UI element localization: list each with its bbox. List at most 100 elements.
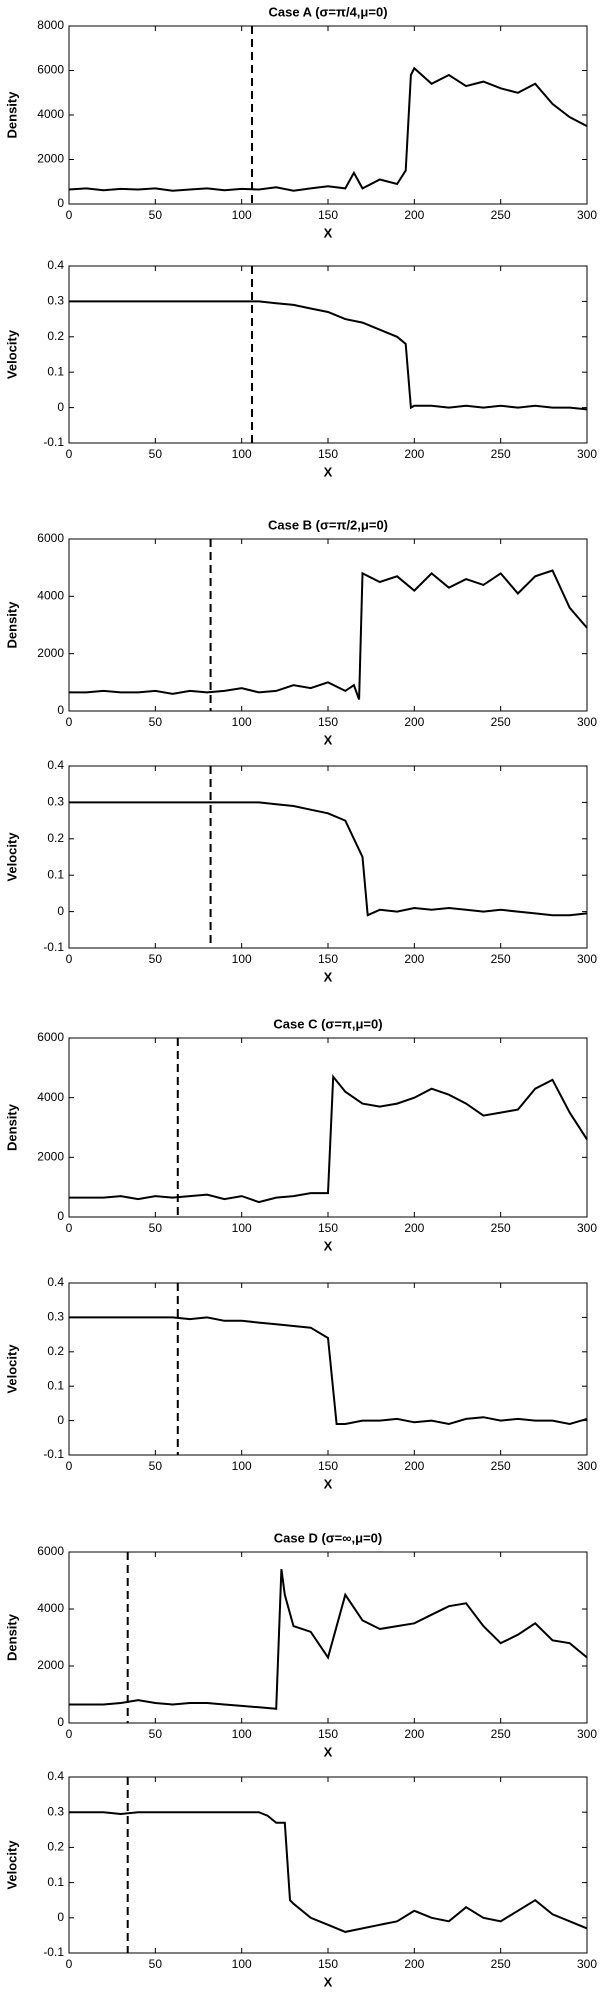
chart-title: Case B (σ=π/2,μ=0) — [268, 517, 388, 532]
y-tick-label: 0.3 — [47, 795, 64, 809]
y-axis-label: Density — [4, 91, 19, 139]
x-tick-label: 150 — [318, 1221, 338, 1235]
y-tick-label: 2000 — [37, 1658, 64, 1672]
x-tick-label: 50 — [149, 1957, 163, 1971]
x-tick-label: 200 — [404, 447, 424, 461]
y-tick-label: 0.1 — [47, 1875, 64, 1889]
x-tick-label: 200 — [404, 715, 424, 729]
y-tick-label: 0 — [57, 1910, 64, 1924]
x-tick-label: 300 — [577, 447, 597, 461]
chart-title: Case C (σ=π,μ=0) — [273, 1016, 382, 1031]
y-tick-label: 8000 — [37, 18, 64, 32]
axes-box — [68, 25, 588, 205]
data-line — [69, 300, 588, 411]
data-line — [69, 1811, 588, 1933]
x-tick-label: 200 — [404, 1459, 424, 1473]
y-tick-label: 0 — [57, 703, 64, 717]
data-line — [68, 66, 588, 192]
y-tick-label: 0.3 — [47, 294, 64, 308]
y-tick-label: 0.4 — [47, 1275, 64, 1289]
y-tick-label: 0 — [57, 1209, 64, 1223]
x-tick-label: 300 — [577, 208, 597, 222]
y-tick-label: 0.4 — [47, 258, 64, 272]
chart-title: Case D (σ=∞,μ=0) — [274, 1530, 383, 1545]
data-line — [69, 1074, 588, 1204]
x-tick-label: 0 — [66, 208, 73, 222]
axes-box — [68, 1776, 588, 1954]
y-axis-label: Velocity — [4, 1840, 19, 1890]
x-tick-label: 50 — [149, 208, 163, 222]
x-tick-label: 150 — [318, 952, 338, 966]
chart-title: Case A (σ=π/4,μ=0) — [268, 4, 387, 19]
x-tick-label: 250 — [491, 1459, 511, 1473]
x-tick-label: 250 — [491, 447, 511, 461]
y-tick-label: 4000 — [37, 107, 64, 121]
axes-box — [68, 1282, 588, 1456]
y-tick-label: 0.3 — [47, 1804, 64, 1818]
x-tick-label: 300 — [577, 1727, 597, 1741]
y-tick-label: 6000 — [37, 1030, 64, 1044]
x-tick-label: 0 — [66, 952, 73, 966]
y-tick-label: 0.2 — [47, 1840, 64, 1854]
y-tick-label: -0.1 — [43, 435, 64, 449]
y-tick-label: -0.1 — [43, 1447, 64, 1461]
y-axis-label: Velocity — [4, 329, 19, 379]
x-tick-label: 100 — [232, 1727, 252, 1741]
x-tick-label: 150 — [318, 715, 338, 729]
y-tick-label: 0.2 — [47, 1344, 64, 1358]
x-tick-label: 200 — [404, 1957, 424, 1971]
x-tick-label: 0 — [66, 1957, 73, 1971]
x-tick-label: 300 — [577, 1957, 597, 1971]
x-tick-label: 150 — [318, 208, 338, 222]
y-tick-label: -0.1 — [43, 1945, 64, 1959]
y-tick-label: 0.2 — [47, 831, 64, 845]
axes-box — [68, 1037, 588, 1218]
y-tick-label: 0.1 — [47, 364, 64, 378]
x-tick-label: 0 — [66, 1459, 73, 1473]
x-tick-label: 200 — [404, 1221, 424, 1235]
y-tick-label: 0.1 — [47, 867, 64, 881]
x-axis-label: X — [324, 969, 333, 984]
y-tick-label: 0.4 — [47, 758, 64, 772]
axes-box — [68, 1551, 588, 1724]
y-tick-label: 2000 — [37, 152, 64, 166]
x-tick-label: 300 — [577, 1459, 597, 1473]
data-line — [69, 801, 588, 917]
x-axis-label: X — [324, 464, 333, 479]
y-tick-label: 0 — [57, 1413, 64, 1427]
y-tick-label: 0.2 — [47, 329, 64, 343]
x-tick-label: 50 — [149, 1727, 163, 1741]
y-tick-label: 4000 — [37, 589, 64, 603]
x-tick-label: 0 — [66, 1727, 73, 1741]
x-axis-label: X — [324, 732, 333, 747]
x-tick-label: 100 — [232, 208, 252, 222]
y-axis-label: Density — [4, 1613, 19, 1661]
y-axis-label: Velocity — [4, 832, 19, 882]
y-tick-label: 6000 — [37, 1544, 64, 1558]
x-tick-label: 250 — [491, 952, 511, 966]
axes-box — [68, 765, 588, 949]
x-tick-label: 200 — [404, 208, 424, 222]
y-tick-label: 0.4 — [47, 1769, 64, 1783]
x-tick-label: 150 — [318, 1727, 338, 1741]
x-tick-label: 200 — [404, 952, 424, 966]
y-tick-label: 0 — [57, 196, 64, 210]
x-tick-label: 0 — [66, 447, 73, 461]
x-tick-label: 250 — [491, 1727, 511, 1741]
x-tick-label: 300 — [577, 952, 597, 966]
y-tick-label: 0 — [57, 904, 64, 918]
x-tick-label: 50 — [149, 447, 163, 461]
x-tick-label: 250 — [491, 715, 511, 729]
y-tick-label: 0 — [57, 400, 64, 414]
x-tick-label: 0 — [66, 1221, 73, 1235]
x-tick-label: 100 — [232, 1957, 252, 1971]
x-axis-label: X — [324, 225, 333, 240]
x-axis-label: X — [324, 1744, 333, 1759]
data-line — [69, 569, 588, 700]
y-tick-label: 2000 — [37, 646, 64, 660]
x-tick-label: 100 — [232, 1221, 252, 1235]
x-tick-label: 150 — [318, 447, 338, 461]
y-tick-label: -0.1 — [43, 940, 64, 954]
x-tick-label: 100 — [232, 447, 252, 461]
